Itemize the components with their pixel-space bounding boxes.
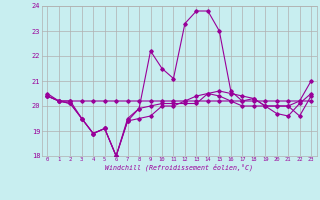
X-axis label: Windchill (Refroidissement éolien,°C): Windchill (Refroidissement éolien,°C) xyxy=(105,164,253,171)
